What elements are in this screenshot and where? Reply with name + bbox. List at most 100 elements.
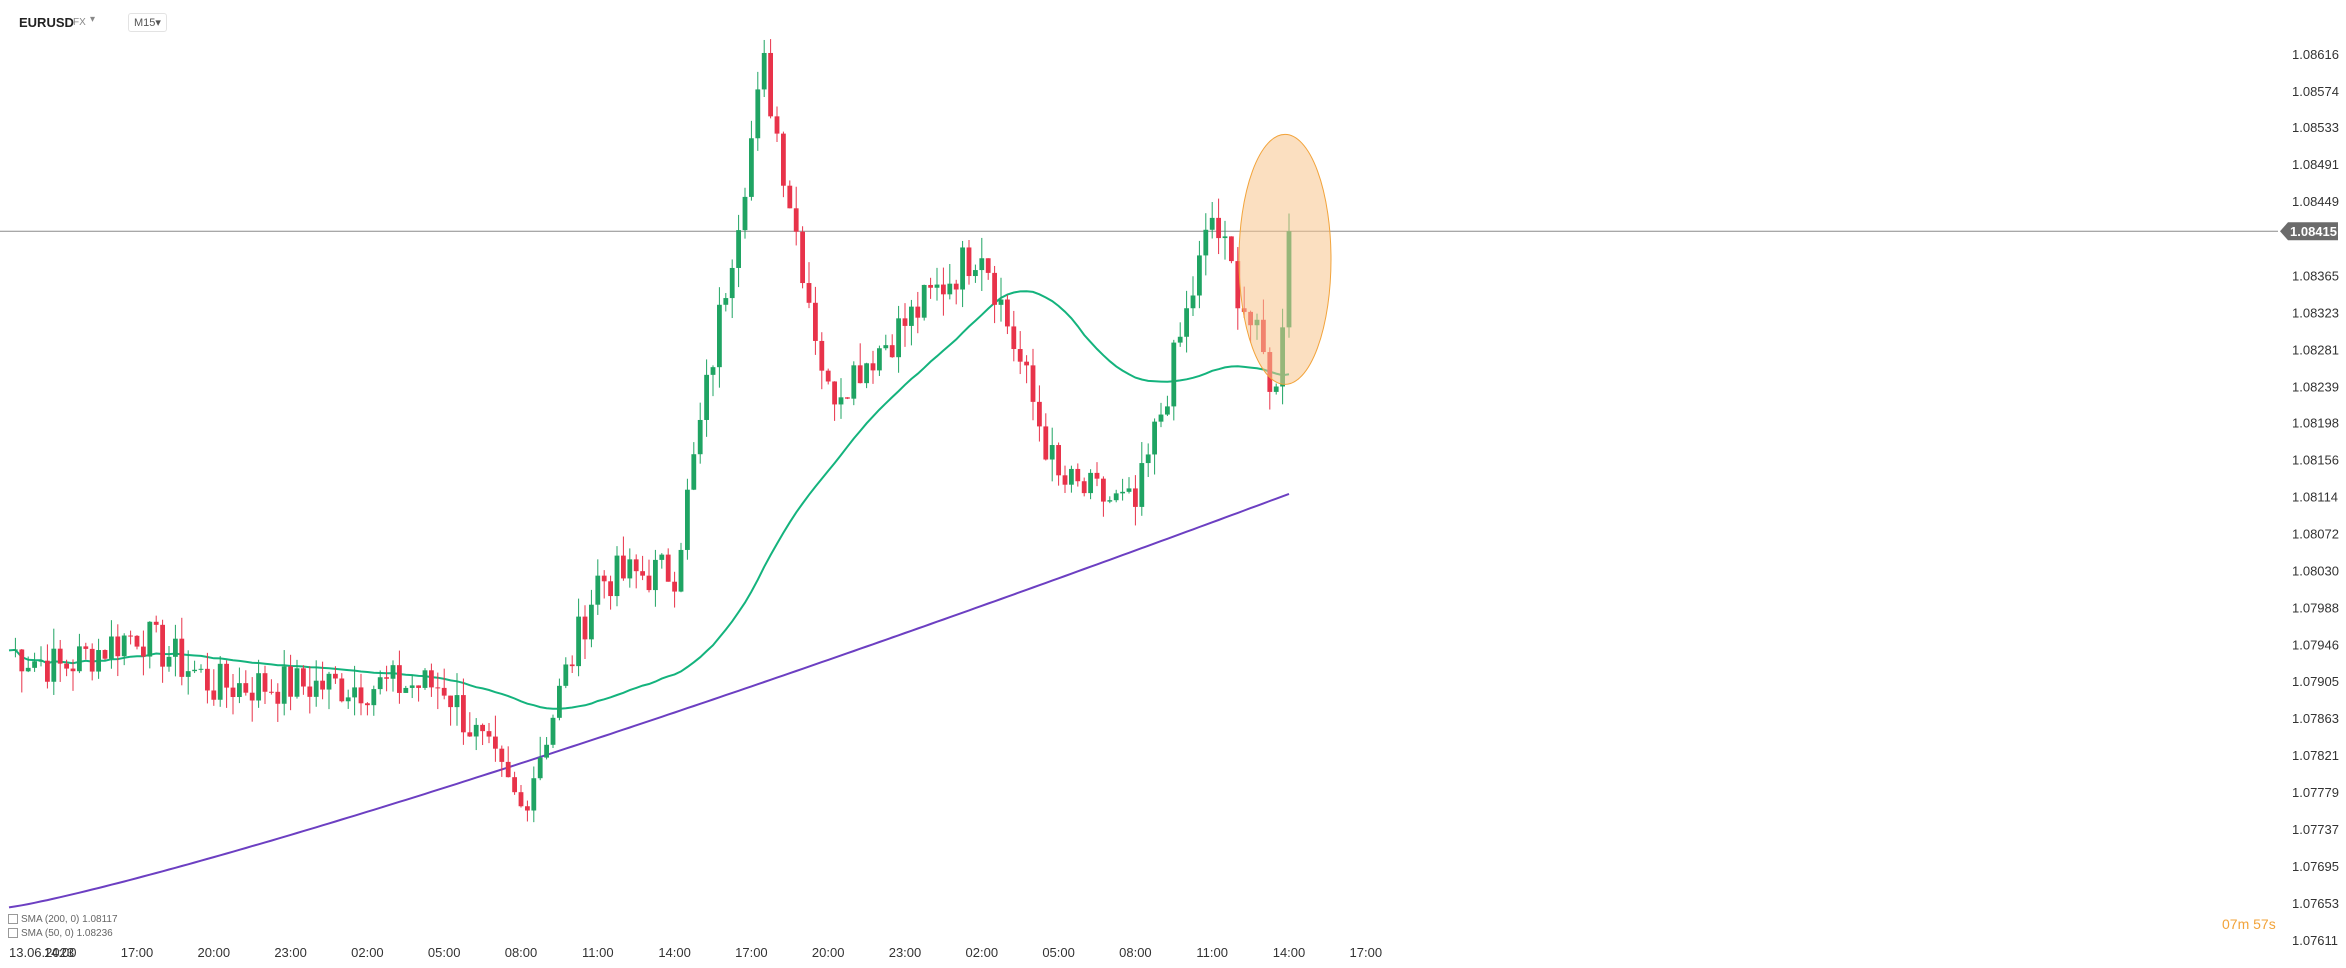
candle-body xyxy=(77,646,82,672)
x-tick-label: 23:00 xyxy=(889,945,922,960)
x-tick-label: 02:00 xyxy=(351,945,384,960)
candle-body xyxy=(813,302,818,341)
candle-body xyxy=(1024,361,1029,366)
candle-body xyxy=(1094,472,1100,479)
y-tick-label: 1.08156 xyxy=(2292,453,2339,468)
candle-body xyxy=(1171,342,1177,407)
x-tick-label: 20:00 xyxy=(198,945,231,960)
candle-body xyxy=(691,454,697,490)
legend-sma200[interactable]: SMA (200, 0) 1.08117 xyxy=(8,914,118,925)
candle-body xyxy=(365,703,370,706)
indicator-settings-icon[interactable] xyxy=(8,914,18,925)
candle-body xyxy=(237,683,242,698)
candle-body xyxy=(198,668,204,670)
legend-sma200-text: SMA (200, 0) 1.08117 xyxy=(21,914,118,925)
candle-body xyxy=(64,663,69,669)
candle-body xyxy=(493,736,498,749)
candle-body xyxy=(230,687,236,698)
candle-body xyxy=(51,648,57,682)
candle-body xyxy=(441,687,447,696)
candle-body xyxy=(601,575,607,582)
y-tick-label: 1.08365 xyxy=(2292,268,2339,283)
candle-body xyxy=(1043,426,1049,460)
candle-body xyxy=(550,717,556,745)
candle-body xyxy=(781,133,786,186)
candle-body xyxy=(531,778,537,811)
candle-body xyxy=(672,581,677,592)
candle-body xyxy=(889,345,895,358)
candle-body xyxy=(185,671,191,677)
x-tick-label: 02:00 xyxy=(966,945,999,960)
market-chevron-down-icon[interactable]: ▾ xyxy=(90,14,96,25)
y-tick-label: 1.07779 xyxy=(2292,785,2339,800)
candle-body xyxy=(717,304,722,368)
candle-body xyxy=(621,555,626,579)
y-tick-label: 1.07737 xyxy=(2292,822,2339,837)
candle-body xyxy=(665,554,671,582)
candle-body xyxy=(1165,406,1170,415)
candle-body xyxy=(486,731,492,737)
candle-body xyxy=(32,661,37,668)
candle-body xyxy=(851,365,857,399)
candle-body xyxy=(934,284,940,288)
candle-body xyxy=(1216,217,1221,239)
candle-body xyxy=(192,669,197,672)
candle-body xyxy=(518,792,524,807)
candle-body xyxy=(1222,236,1228,239)
indicator-settings-icon[interactable] xyxy=(8,928,18,939)
candle-body xyxy=(966,247,972,277)
candle-body xyxy=(595,575,601,605)
candle-body xyxy=(153,621,159,625)
symbol-label[interactable]: EURUSD xyxy=(19,15,74,30)
y-tick-label: 1.07653 xyxy=(2292,896,2339,911)
candle-body xyxy=(275,691,281,704)
candle-body xyxy=(953,283,959,290)
candle-body xyxy=(13,649,18,651)
candle-body xyxy=(1145,454,1151,464)
candle-body xyxy=(633,559,639,572)
x-tick-label: 17:00 xyxy=(121,945,154,960)
legend-sma50[interactable]: SMA (50, 0) 1.08236 xyxy=(8,928,113,939)
candle-body xyxy=(928,284,933,288)
candle-body xyxy=(902,318,908,326)
candle-body xyxy=(838,397,844,405)
x-tick-label: 14:00 xyxy=(1273,945,1306,960)
y-tick-label: 1.08574 xyxy=(2292,84,2339,99)
candle-body xyxy=(57,648,63,664)
candle-body xyxy=(461,695,466,733)
candle-body xyxy=(941,284,946,295)
candle-body xyxy=(845,397,850,399)
candle-body xyxy=(870,363,876,371)
timeframe-selector[interactable]: M15▾ xyxy=(128,13,167,32)
candle-body xyxy=(1049,445,1055,460)
candle-body xyxy=(403,687,409,693)
candle-body xyxy=(179,638,185,677)
candle-body xyxy=(480,724,485,732)
candle-body xyxy=(1190,295,1196,309)
candle-body xyxy=(960,247,965,290)
candle-body xyxy=(384,677,389,679)
candle-body xyxy=(339,678,345,702)
sma50-line xyxy=(8,290,1290,710)
candle-body xyxy=(774,116,780,134)
candle-body xyxy=(1056,445,1061,476)
candle-body xyxy=(646,575,652,591)
candle-body xyxy=(697,419,703,455)
candle-body xyxy=(1203,229,1209,256)
candle-body xyxy=(608,581,613,597)
candle-body xyxy=(121,635,127,657)
candle-body xyxy=(505,761,511,778)
candle-body xyxy=(640,571,645,576)
candle-body xyxy=(787,185,793,209)
candle-body xyxy=(563,664,569,686)
current-price-tag xyxy=(2280,222,2338,241)
candle-body xyxy=(128,635,133,637)
candle-body xyxy=(582,616,588,640)
candle-body xyxy=(864,363,869,384)
x-tick-label: 08:00 xyxy=(1119,945,1152,960)
y-tick-label: 1.07611 xyxy=(2292,933,2338,948)
candle-body xyxy=(1081,481,1087,494)
candle-body xyxy=(729,267,735,299)
candle-body xyxy=(160,624,165,667)
